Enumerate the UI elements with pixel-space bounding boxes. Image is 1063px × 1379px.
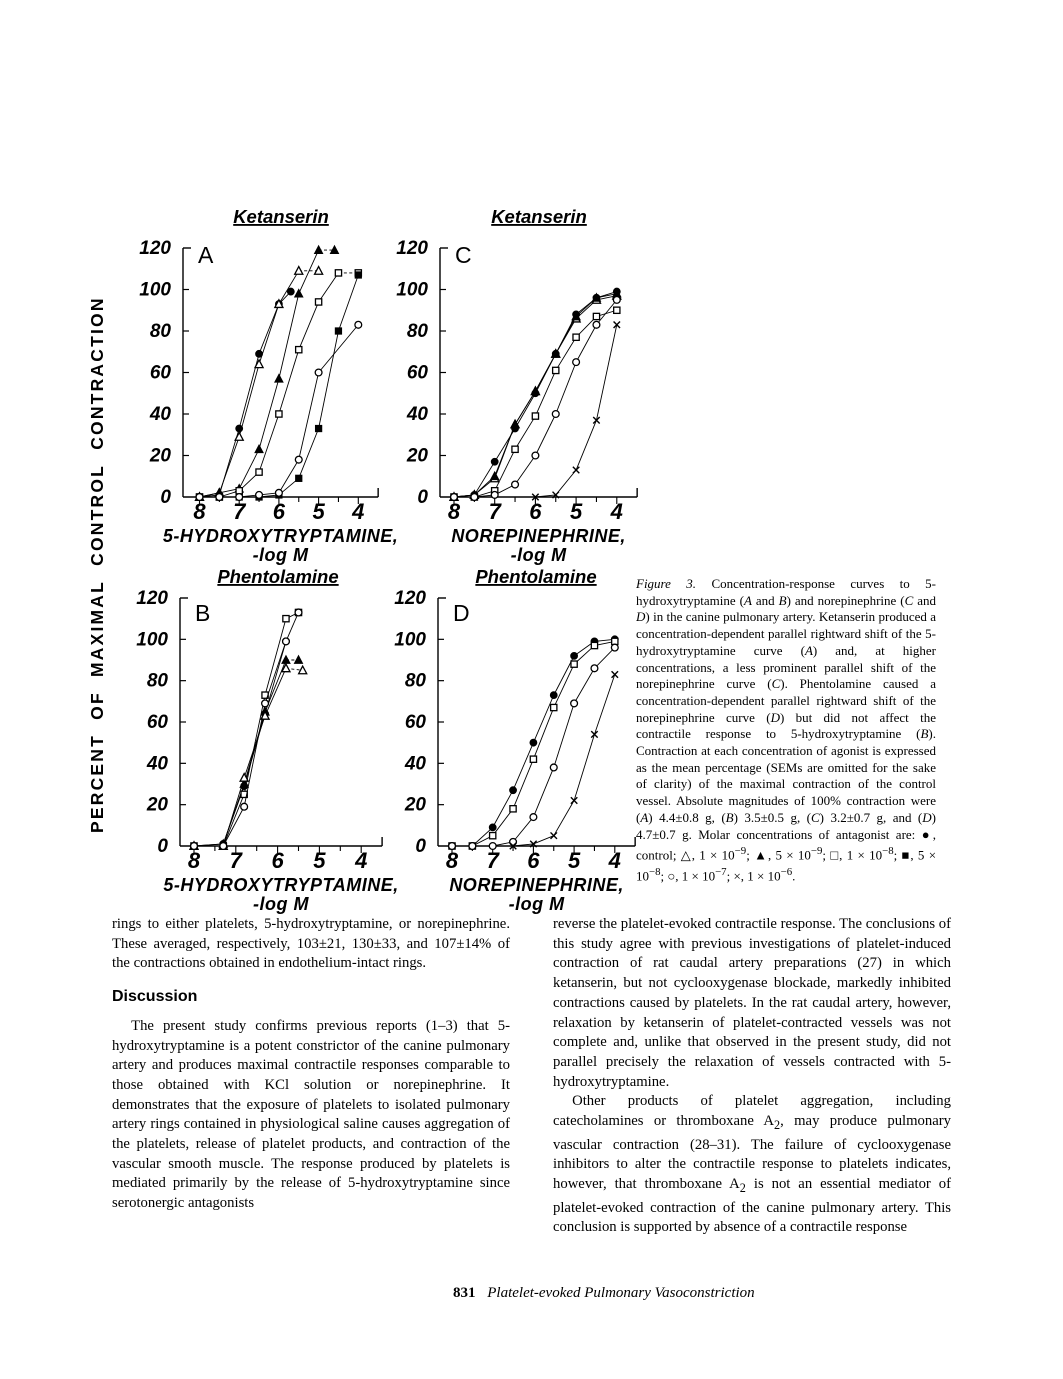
svg-text:6: 6 bbox=[527, 848, 540, 873]
svg-text:40: 40 bbox=[404, 753, 427, 774]
svg-text:6: 6 bbox=[273, 499, 286, 524]
svg-text:100: 100 bbox=[396, 280, 428, 301]
svg-text:Phentolamine: Phentolamine bbox=[475, 566, 596, 587]
svg-text:8: 8 bbox=[446, 848, 459, 873]
svg-text:20: 20 bbox=[146, 795, 169, 816]
svg-text:4: 4 bbox=[610, 499, 623, 524]
svg-text:20: 20 bbox=[406, 446, 429, 467]
svg-text:8: 8 bbox=[193, 499, 206, 524]
svg-text:120: 120 bbox=[136, 588, 168, 609]
svg-text:7: 7 bbox=[233, 499, 247, 524]
svg-text:0: 0 bbox=[160, 487, 171, 508]
svg-text:-log M: -log M bbox=[511, 545, 567, 565]
svg-text:5: 5 bbox=[313, 848, 326, 873]
svg-text:4: 4 bbox=[351, 499, 364, 524]
svg-text:NOREPINEPHRINE,: NOREPINEPHRINE, bbox=[449, 875, 624, 895]
svg-text:B: B bbox=[195, 600, 210, 626]
svg-text:-log M: -log M bbox=[509, 894, 565, 914]
svg-text:60: 60 bbox=[405, 712, 427, 733]
svg-text:D: D bbox=[453, 600, 470, 626]
svg-text:5-HYDROXYTRYPTAMINE,: 5-HYDROXYTRYPTAMINE, bbox=[163, 875, 398, 895]
svg-text:8: 8 bbox=[188, 848, 201, 873]
svg-text:100: 100 bbox=[139, 280, 171, 301]
svg-text:80: 80 bbox=[405, 671, 427, 692]
svg-text:A: A bbox=[198, 242, 214, 268]
svg-text:Phentolamine: Phentolamine bbox=[217, 566, 338, 587]
svg-text:4: 4 bbox=[608, 848, 621, 873]
svg-text:Ketanserin: Ketanserin bbox=[233, 206, 329, 227]
svg-text:80: 80 bbox=[150, 321, 172, 342]
svg-text:7: 7 bbox=[487, 848, 501, 873]
svg-text:-log M: -log M bbox=[253, 545, 309, 565]
svg-text:6: 6 bbox=[271, 848, 284, 873]
svg-text:C: C bbox=[455, 242, 472, 268]
svg-text:8: 8 bbox=[448, 499, 461, 524]
svg-text:40: 40 bbox=[406, 404, 429, 425]
svg-text:7: 7 bbox=[489, 499, 503, 524]
svg-text:5: 5 bbox=[312, 499, 325, 524]
svg-text:5: 5 bbox=[568, 848, 581, 873]
svg-text:20: 20 bbox=[149, 446, 172, 467]
svg-text:5-HYDROXYTRYPTAMINE,: 5-HYDROXYTRYPTAMINE, bbox=[163, 526, 398, 546]
svg-text:-log M: -log M bbox=[253, 894, 309, 914]
svg-text:6: 6 bbox=[529, 499, 542, 524]
svg-text:Ketanserin: Ketanserin bbox=[491, 206, 587, 227]
svg-text:40: 40 bbox=[146, 753, 169, 774]
svg-text:0: 0 bbox=[157, 836, 168, 857]
svg-text:4: 4 bbox=[354, 848, 367, 873]
svg-text:60: 60 bbox=[407, 363, 429, 384]
svg-text:120: 120 bbox=[396, 238, 428, 259]
svg-text:60: 60 bbox=[150, 363, 172, 384]
svg-text:20: 20 bbox=[404, 795, 427, 816]
svg-text:0: 0 bbox=[417, 487, 428, 508]
svg-text:60: 60 bbox=[147, 712, 169, 733]
svg-text:40: 40 bbox=[149, 404, 172, 425]
svg-text:120: 120 bbox=[394, 588, 426, 609]
svg-text:7: 7 bbox=[230, 848, 244, 873]
svg-text:0: 0 bbox=[415, 836, 426, 857]
svg-text:120: 120 bbox=[139, 238, 171, 259]
svg-text:80: 80 bbox=[147, 671, 169, 692]
svg-text:100: 100 bbox=[394, 629, 426, 650]
svg-text:NOREPINEPHRINE,: NOREPINEPHRINE, bbox=[451, 526, 626, 546]
svg-text:100: 100 bbox=[136, 629, 168, 650]
svg-text:5: 5 bbox=[570, 499, 583, 524]
svg-text:80: 80 bbox=[407, 321, 429, 342]
